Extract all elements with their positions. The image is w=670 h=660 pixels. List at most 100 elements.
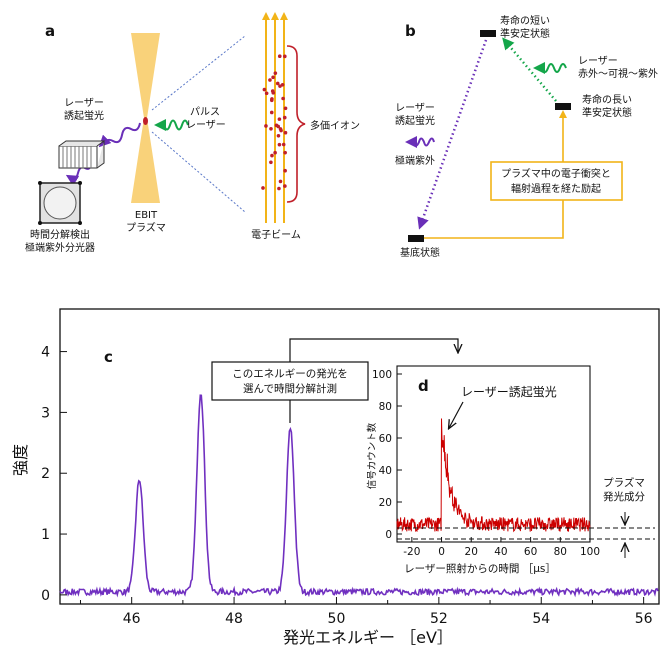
ion-dots xyxy=(261,54,288,191)
a-pulse-laser-1: パルス xyxy=(190,106,220,118)
b-fluorescence-1: レーザー xyxy=(395,102,435,114)
chart-d-signal-line xyxy=(396,418,591,533)
ion-dot xyxy=(269,110,274,115)
chart-d-xtick-label: 40 xyxy=(494,546,507,558)
ion-dot xyxy=(283,54,287,59)
b-short-lived-2: 準安定状態 xyxy=(500,27,550,40)
ion-dot xyxy=(283,150,287,155)
ion-dot xyxy=(283,168,287,173)
chart-d-ytick-label: 0 xyxy=(385,529,392,541)
chart-c-ytick-label: 1 xyxy=(41,527,50,543)
panel-a-letter: a xyxy=(45,22,55,40)
a-detector-label-2: 極端紫外分光器 xyxy=(25,241,95,254)
ion-dot xyxy=(279,128,283,133)
ion-bracket xyxy=(286,45,306,203)
chart-c-ylabel: 強度 xyxy=(11,444,30,476)
ion-dot xyxy=(271,75,275,80)
spectrometer-icon xyxy=(38,140,106,225)
ion-dot xyxy=(269,127,273,131)
ion-dot xyxy=(264,124,268,128)
chart-c-annotation-2: 選んで時間分解計測 xyxy=(243,382,337,395)
chart-d-ytick-label: 60 xyxy=(379,433,392,445)
ion-dot xyxy=(277,186,281,191)
chart-d-ticks: -20 0 20 40 60 80 100 0 20 40 60 80 100 xyxy=(372,369,600,558)
ion-dot xyxy=(278,84,282,88)
fluorescence-wave-a1 xyxy=(98,122,141,148)
ion-dot xyxy=(276,124,281,129)
b-excitation-path xyxy=(424,110,567,239)
chart-c-letter: c xyxy=(104,348,113,366)
a-multi-ions-label: 多価イオン xyxy=(310,119,360,132)
a-fluorescence-label-1: レーザー xyxy=(64,97,104,109)
chart-d-plasma-label-1: プラズマ xyxy=(603,476,645,489)
a-electron-beam-label: 電子ビーム xyxy=(251,229,301,241)
ion-dot xyxy=(278,179,283,184)
chart-d-ytick-label: 80 xyxy=(379,401,392,413)
chart-d-xtick-label: 20 xyxy=(465,546,478,558)
b-fluorescence-2: 誘起蛍光 xyxy=(395,114,435,127)
panel-b-letter: b xyxy=(405,22,416,40)
b-ground-label: 基底状態 xyxy=(400,246,440,259)
b-laser-wave xyxy=(533,62,567,74)
a-fluorescence-label-2: 誘起蛍光 xyxy=(64,109,104,122)
b-long-lived-2: 準安定状態 xyxy=(582,106,632,119)
chart-c-spectrum-line xyxy=(59,394,659,598)
ion-dot xyxy=(262,87,267,92)
ion-dot xyxy=(268,78,272,82)
ion-dot xyxy=(264,91,269,96)
ground-level xyxy=(408,235,424,242)
chart-d-xtick-label: 0 xyxy=(438,546,445,558)
b-long-lived-1: 寿命の長い xyxy=(582,93,632,106)
a-pulse-laser-2: レーザー xyxy=(186,119,226,131)
ion-dot xyxy=(276,133,281,138)
chart-c-ytick-label: 4 xyxy=(41,345,50,361)
chart-d-xtick-label: 80 xyxy=(554,546,567,558)
ion-dot xyxy=(283,106,288,111)
chart-c-xtick-label: 52 xyxy=(430,611,448,627)
b-laser-label-2: 赤外～可視～紫外 xyxy=(578,67,658,80)
a-ebit-label-1: EBIT xyxy=(135,210,158,221)
chart-d-xtick-label: 60 xyxy=(524,546,537,558)
chart-c-xtick-label: 54 xyxy=(532,611,550,627)
chart-d-ytick-label: 20 xyxy=(379,497,392,509)
ion-dot xyxy=(281,142,286,147)
ion-dot xyxy=(275,81,280,86)
b-fluorescence-wave xyxy=(405,136,435,148)
ion-dot xyxy=(270,153,274,158)
panel-a: a レーザー 誘起蛍光 パルス レーザー xyxy=(25,12,360,254)
ion-dot xyxy=(261,186,265,190)
chart-d-xtick-label: 100 xyxy=(580,546,600,558)
b-decay-arrow xyxy=(417,39,488,230)
ion-dot xyxy=(281,96,285,101)
a-detector-label-1: 時間分解検出 xyxy=(30,228,90,241)
chart-c-pointer-to-d xyxy=(289,338,458,362)
b-short-lived-1: 寿命の短い xyxy=(500,14,550,27)
plasma-center-dot xyxy=(143,117,148,125)
ion-dot xyxy=(283,184,287,188)
ion-dot xyxy=(277,117,282,121)
b-laser-excitation-arrow xyxy=(502,37,557,102)
short-lived-level xyxy=(480,30,496,37)
a-ebit-label-2: プラズマ xyxy=(126,221,166,234)
ion-dot xyxy=(283,130,288,135)
chart-c-xtick-label: 48 xyxy=(225,611,243,627)
chart-c-xtick-label: 56 xyxy=(635,611,653,627)
view-line-bottom xyxy=(151,131,246,213)
b-euv-label: 極端紫外 xyxy=(395,154,435,167)
chart-c-annotation-1: このエネルギーの発光を xyxy=(232,367,348,380)
pulse-laser-wave xyxy=(154,119,189,131)
chart-d-ytick-label: 40 xyxy=(379,465,392,477)
chart-c-ytick-label: 3 xyxy=(41,405,50,421)
chart-c-ytick-label: 0 xyxy=(41,588,50,604)
b-excitation-2: 輻射過程を経た励起 xyxy=(511,182,601,195)
chart-d-ytick-label: 100 xyxy=(372,369,392,381)
b-excitation-box xyxy=(490,161,623,201)
chart-d-xtick-label: -20 xyxy=(403,546,420,558)
b-laser-label-1: レーザー xyxy=(578,55,618,67)
chart-c-xlabel: 発光エネルギー ［eV］ xyxy=(283,628,453,647)
chart-c-ytick-label: 2 xyxy=(41,466,50,482)
chart-d-annotation: レーザー誘起蛍光 xyxy=(461,385,557,399)
chart-d-ylabel: 信号カウント数 xyxy=(366,422,378,489)
